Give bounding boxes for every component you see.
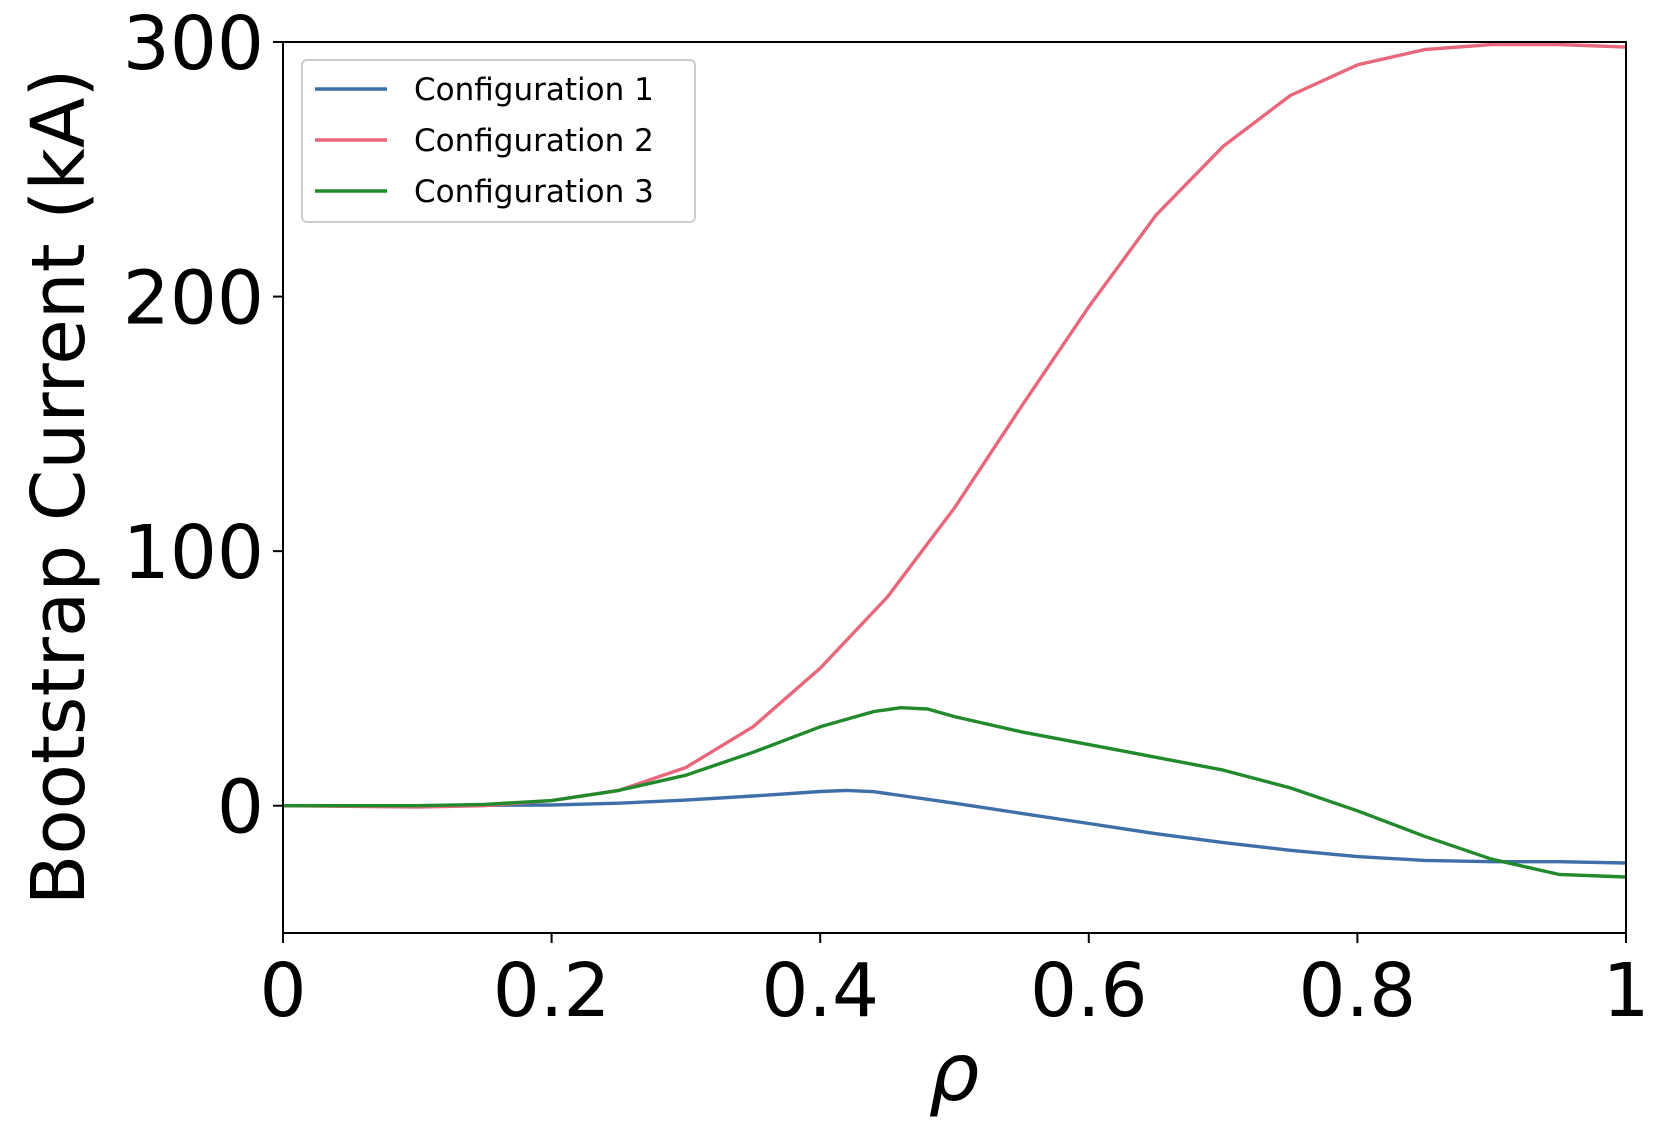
y-axis: 0 100 200 300: [123, 1, 283, 851]
x-tick-label: 0: [259, 948, 306, 1034]
legend-box: [301, 59, 696, 223]
legend: Configuration 1 Configuration 2 Configurat…: [301, 59, 696, 223]
legend-label-1: Configuration 1: [414, 72, 654, 108]
x-axis-label: ρ: [929, 1026, 980, 1119]
x-tick-label: 0.2: [493, 948, 611, 1034]
x-tick-label: 1: [1602, 948, 1649, 1034]
y-tick-label: 0: [217, 765, 264, 851]
y-tick-label: 100: [123, 510, 264, 596]
y-tick-label: 300: [123, 1, 264, 87]
x-axis: 0 0.2 0.4 0.6 0.8 1: [259, 933, 1650, 1034]
y-axis-label: Bootstrap Current (kA): [16, 69, 102, 906]
x-tick-label: 0.8: [1299, 948, 1417, 1034]
legend-label-3: Configuration 3: [414, 174, 654, 210]
plot-lines: [282, 42, 1627, 879]
y-tick-label: 200: [123, 256, 264, 342]
x-tick-label: 0.4: [761, 948, 879, 1034]
x-tick-label: 0.6: [1030, 948, 1148, 1034]
legend-label-2: Configuration 2: [414, 123, 654, 159]
series-line-1: [283, 788, 1627, 865]
series-line-3: [283, 706, 1627, 879]
plot-frame: [282, 41, 1627, 934]
